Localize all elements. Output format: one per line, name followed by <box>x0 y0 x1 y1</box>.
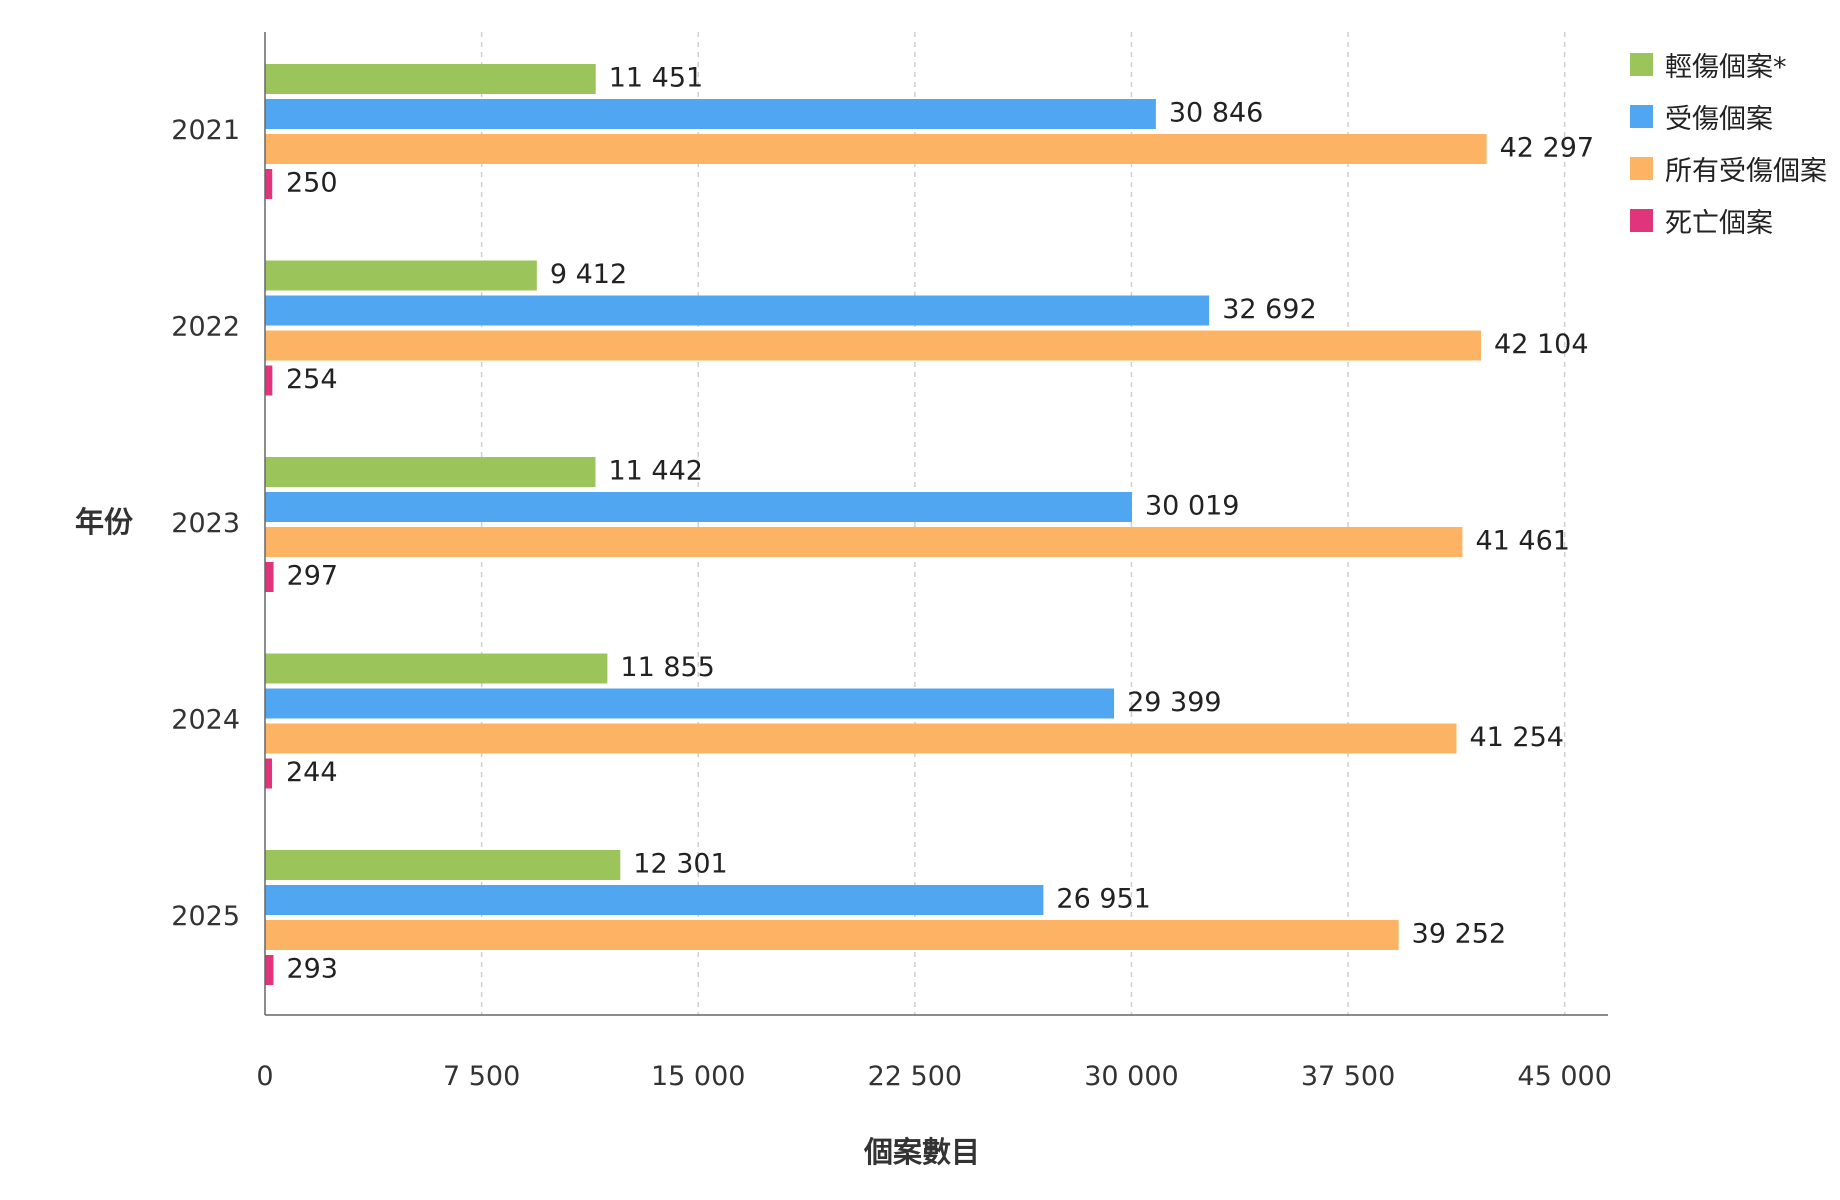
bar-value-label: 42 297 <box>1500 133 1594 164</box>
x-tick-label: 22 500 <box>868 1061 962 1092</box>
legend-swatch <box>1630 208 1653 232</box>
bar <box>265 850 621 880</box>
x-tick-label: 30 000 <box>1084 1061 1178 1092</box>
legend-swatch <box>1630 156 1653 180</box>
bar-value-label: 11 451 <box>609 63 703 94</box>
data-labels: 11 451 30 846 42 297 250 9 412 32 692 42 104 25… <box>286 63 1594 985</box>
legend-item[interactable]: 輕傷個案* <box>1630 38 1827 90</box>
y-axis-title: 年份 <box>75 505 133 539</box>
legend-label: 輕傷個案* <box>1665 51 1787 83</box>
bar <box>265 365 273 396</box>
bar-value-label: 293 <box>286 954 338 985</box>
bar <box>265 920 1399 950</box>
bar-value-label: 26 951 <box>1056 884 1150 915</box>
x-tick-label: 0 <box>256 1061 273 1092</box>
bars <box>265 64 1487 985</box>
bar <box>265 260 537 291</box>
legend-item[interactable]: 受傷個案 <box>1630 90 1827 142</box>
bar <box>265 330 1482 361</box>
legend-swatch <box>1630 52 1653 76</box>
bar-value-label: 254 <box>286 364 338 395</box>
bar-value-label: 32 692 <box>1222 294 1316 325</box>
axis-ticks: 0 7 500 15 000 22 500 30 000 37 500 45 000 2021… <box>171 115 1612 1092</box>
x-tick-label: 45 000 <box>1517 1061 1611 1092</box>
bar <box>265 653 608 684</box>
bar <box>265 688 1115 719</box>
bar <box>265 758 273 789</box>
legend-item[interactable]: 所有受傷個案 <box>1630 142 1827 194</box>
bar <box>265 457 596 487</box>
bar-value-label: 41 461 <box>1475 526 1569 557</box>
bar-value-label: 9 412 <box>550 259 627 290</box>
legend-swatch <box>1630 104 1653 128</box>
bar <box>265 295 1210 326</box>
bar-value-label: 12 301 <box>633 849 727 880</box>
bar <box>265 169 273 199</box>
bar <box>265 723 1457 754</box>
grid-lines <box>480 32 1566 1015</box>
x-tick-label: 15 000 <box>651 1061 745 1092</box>
y-tick-label: 2023 <box>171 508 240 539</box>
legend-label: 死亡個案 <box>1665 207 1773 239</box>
bar-value-label: 41 254 <box>1469 722 1563 753</box>
bar <box>265 134 1487 164</box>
legend: 輕傷個案* 受傷個案所有受傷個案 死亡個案 <box>1630 38 1827 246</box>
bar-value-label: 297 <box>287 561 339 592</box>
bar <box>265 99 1156 129</box>
y-tick-label: 2025 <box>171 901 240 932</box>
bar-value-label: 30 846 <box>1169 98 1263 129</box>
bar <box>265 64 596 94</box>
legend-label: 受傷個案 <box>1665 103 1773 135</box>
y-tick-label: 2021 <box>171 115 240 146</box>
bar <box>265 885 1044 915</box>
bar-value-label: 30 019 <box>1145 491 1239 522</box>
bar-value-label: 29 399 <box>1127 687 1221 718</box>
x-tick-label: 37 500 <box>1301 1061 1395 1092</box>
bar-value-label: 11 855 <box>620 652 714 683</box>
x-axis-title: 個案數目 <box>863 1135 980 1169</box>
bar <box>265 527 1463 557</box>
bar-value-label: 244 <box>286 757 338 788</box>
bar-value-label: 250 <box>286 168 338 199</box>
bar <box>265 562 274 592</box>
y-tick-label: 2024 <box>171 705 240 736</box>
x-tick-label: 7 500 <box>443 1061 520 1092</box>
y-tick-label: 2022 <box>171 312 240 343</box>
bar-value-label: 42 104 <box>1494 329 1588 360</box>
bar <box>265 955 274 985</box>
bar-value-label: 39 252 <box>1412 919 1506 950</box>
bar <box>265 492 1133 522</box>
bar-value-label: 11 442 <box>608 456 702 487</box>
legend-label: 所有受傷個案 <box>1665 155 1827 187</box>
legend-item[interactable]: 死亡個案 <box>1630 194 1827 246</box>
